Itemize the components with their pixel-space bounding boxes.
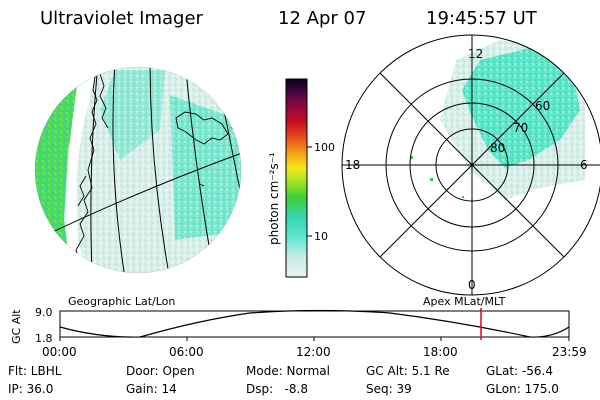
info-mode: Mode: Normal xyxy=(246,364,330,378)
info-gain: Gain: 14 xyxy=(126,382,177,396)
mlt-label-noon: 12 xyxy=(468,47,483,61)
emission-region-east xyxy=(170,95,241,240)
altitude-strip-plot: GC Alt xyxy=(10,308,570,344)
instrument-title: Ultraviolet Imager xyxy=(40,8,203,29)
mlat-label: 80 xyxy=(490,141,505,155)
emission-region-north xyxy=(100,70,165,160)
mlat-label: 60 xyxy=(535,99,550,113)
earth-disc-image xyxy=(34,66,242,274)
info-filter: Flt: LBHL xyxy=(8,364,62,378)
info-dsp: Dsp: -8.8 xyxy=(246,382,309,396)
colorbar-tick-label: 10 xyxy=(314,230,328,243)
polar-mlat-mlt-plot: 12 18 6 0 60 70 80 xyxy=(341,34,600,296)
mlt-label-dawn: 6 xyxy=(580,158,588,172)
altitude-min-label: 1.8 xyxy=(35,332,53,345)
time-tick-label: 18:00 xyxy=(423,345,458,359)
altitude-axis-label: GC Alt xyxy=(10,309,23,344)
info-glon: GLon: 175.0 xyxy=(486,382,559,396)
info-glat: GLat: -56.4 xyxy=(486,364,553,378)
polar-grid xyxy=(341,34,600,296)
colorbar-gradient xyxy=(285,78,308,278)
time-tick-label: 12:00 xyxy=(296,345,331,359)
magnetic-grid-label: Apex MLat/MLT xyxy=(423,295,506,308)
title-bar: Ultraviolet Imager 12 Apr 07 19:45:57 UT xyxy=(0,4,600,32)
observation-time: 19:45:57 UT xyxy=(426,8,537,29)
info-ip: IP: 36.0 xyxy=(8,382,54,396)
info-seq: Seq: 39 xyxy=(366,382,412,396)
info-door: Door: Open xyxy=(126,364,195,378)
altitude-time-ticks xyxy=(59,337,570,341)
colorbar-tick-label: 100 xyxy=(314,141,335,154)
info-gc-alt: GC Alt: 5.1 Re xyxy=(366,364,450,378)
mlat-label: 70 xyxy=(513,121,528,135)
altitude-curve xyxy=(59,309,570,338)
altitude-plot-frame xyxy=(59,310,570,338)
time-tick-label: 06:00 xyxy=(169,345,204,359)
polar-auroral-oval xyxy=(462,48,580,168)
altitude-max-label: 9.0 xyxy=(35,306,53,319)
time-tick-label: 00:00 xyxy=(42,345,77,359)
intensity-colorbar: 100 10 photon cm⁻²s⁻¹ xyxy=(267,78,335,278)
time-tick-label: 23:59 xyxy=(552,345,587,359)
mlt-label-dusk: 18 xyxy=(345,158,360,172)
terminator-gap xyxy=(66,67,98,272)
mlt-label-midnight: 0 xyxy=(468,278,476,292)
colorbar-unit-label: photon cm⁻²s⁻¹ xyxy=(267,152,281,245)
geographic-grid xyxy=(39,67,241,273)
geographic-grid-label: Geographic Lat/Lon xyxy=(68,295,176,308)
observation-date: 12 Apr 07 xyxy=(278,8,367,29)
